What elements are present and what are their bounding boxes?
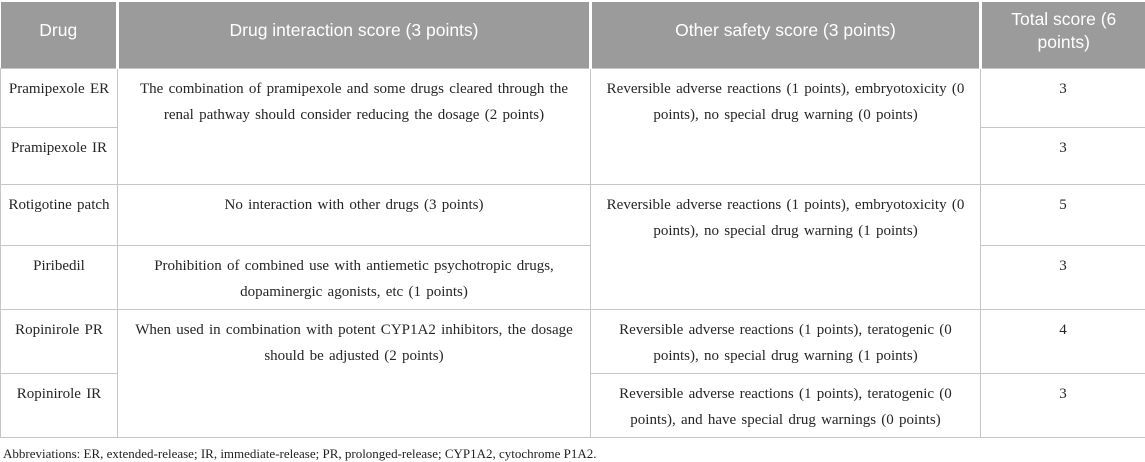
cell-interaction-rotigotine: No interaction with other drugs (3 point…: [118, 184, 591, 245]
cell-other-safety-ropinirole-ir: Reversible adverse reactions (1 points),…: [591, 373, 981, 437]
column-header-interaction-score: Drug interaction score (3 points): [118, 2, 591, 68]
table-body: Pramipexole ER The combination of pramip…: [1, 68, 1145, 437]
table-row-ropinirole-pr: Ropinirole PR When used in combination w…: [1, 309, 1145, 373]
cell-interaction-ropinirole: When used in combination with potent CYP…: [118, 309, 591, 437]
drug-safety-score-figure: Drug Drug interaction score (3 points) O…: [0, 0, 1145, 450]
drug-safety-score-table: Drug Drug interaction score (3 points) O…: [0, 2, 1145, 438]
table-row-pramipexole-er: Pramipexole ER The combination of pramip…: [1, 68, 1145, 127]
table-header: Drug Drug interaction score (3 points) O…: [1, 2, 1145, 68]
cell-other-safety-pramipexole: Reversible adverse reactions (1 points),…: [591, 68, 981, 184]
cell-drug-rotigotine-patch: Rotigotine patch: [1, 184, 118, 245]
cell-other-safety-rotigotine-piribedil: Reversible adverse reactions (1 points),…: [591, 184, 981, 309]
cell-drug-piribedil: Piribedil: [1, 245, 118, 309]
cell-drug-pramipexole-er: Pramipexole ER: [1, 68, 118, 127]
cell-total-pramipexole-ir: 3: [981, 127, 1145, 184]
cell-total-ropinirole-ir: 3: [981, 373, 1145, 437]
cell-interaction-pramipexole: The combination of pramipexole and some …: [118, 68, 591, 184]
cell-interaction-piribedil: Prohibition of combined use with antieme…: [118, 245, 591, 309]
cell-total-piribedil: 3: [981, 245, 1145, 309]
table-row-rotigotine-patch: Rotigotine patch No interaction with oth…: [1, 184, 1145, 245]
cell-drug-ropinirole-pr: Ropinirole PR: [1, 309, 118, 373]
cell-drug-ropinirole-ir: Ropinirole IR: [1, 373, 118, 437]
cell-other-safety-ropinirole-pr: Reversible adverse reactions (1 points),…: [591, 309, 981, 373]
column-header-other-safety-score: Other safety score (3 points): [591, 2, 981, 68]
column-header-total-score: Total score (6 points): [981, 2, 1145, 68]
header-row: Drug Drug interaction score (3 points) O…: [1, 2, 1145, 68]
cell-drug-pramipexole-ir: Pramipexole IR: [1, 127, 118, 184]
cell-total-rotigotine: 5: [981, 184, 1145, 245]
column-header-drug: Drug: [1, 2, 118, 68]
cell-total-ropinirole-pr: 4: [981, 309, 1145, 373]
cell-total-pramipexole-er: 3: [981, 68, 1145, 127]
